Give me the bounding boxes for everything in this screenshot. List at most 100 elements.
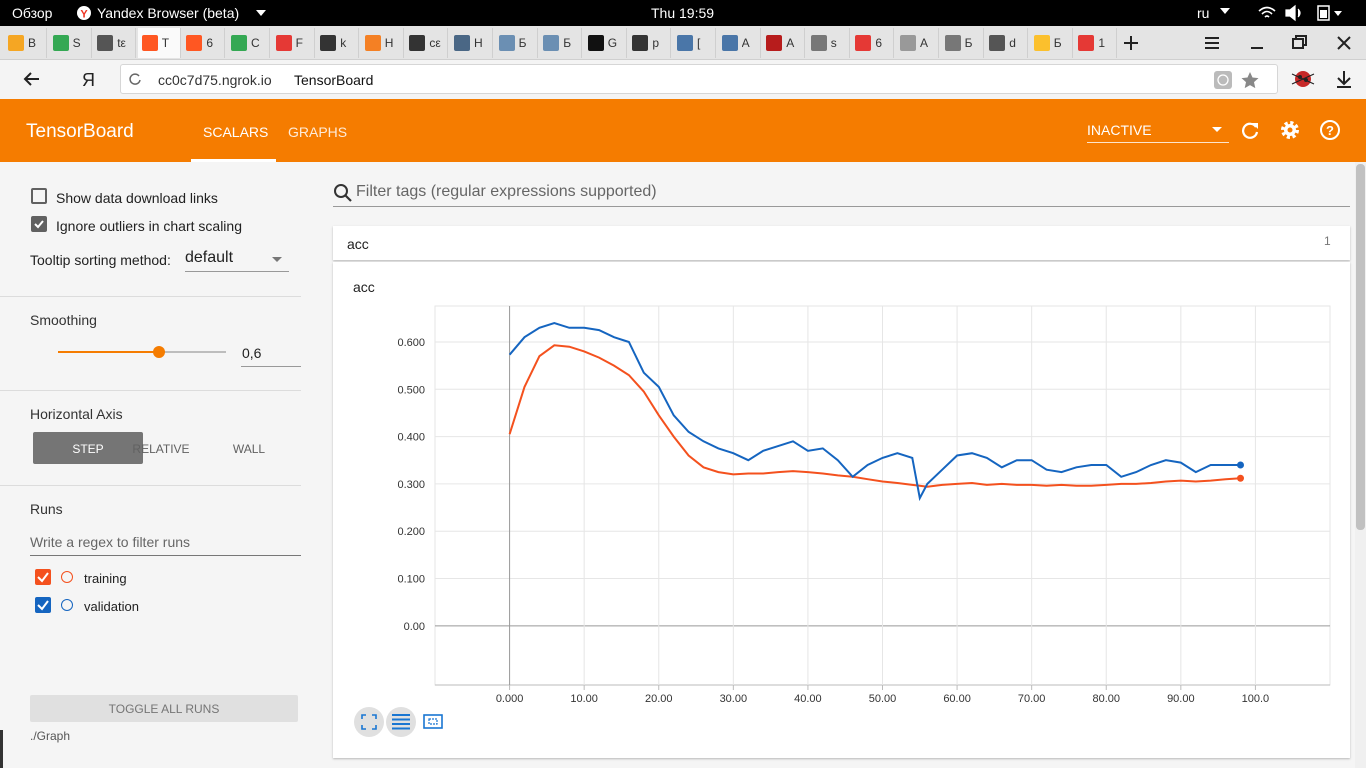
tab-label: T: [161, 36, 170, 50]
run-checkbox[interactable]: [35, 569, 51, 585]
tab[interactable]: 1: [1074, 28, 1118, 58]
app-icon: Y: [77, 6, 91, 21]
scrollbar[interactable]: [1355, 162, 1366, 768]
tab[interactable]: 6: [182, 28, 226, 58]
tab-icon: [766, 35, 783, 51]
tab[interactable]: A: [762, 28, 806, 58]
tab-icon: [454, 35, 470, 51]
app-name[interactable]: Yandex Browser (beta): [97, 5, 240, 21]
tab-icon: [543, 35, 560, 51]
tab-icon: [275, 35, 292, 51]
smoothing-slider[interactable]: [52, 344, 232, 360]
runs-underline: [30, 555, 301, 556]
tab[interactable]: A: [718, 28, 761, 58]
divider: [0, 485, 301, 486]
clock[interactable]: Thu 19:59: [651, 5, 715, 21]
nav-tab[interactable]: GRAPHS: [288, 124, 348, 140]
tab[interactable]: F: [272, 28, 315, 58]
tab-icon: [944, 35, 961, 51]
tag-filter-underline: [333, 206, 1350, 207]
tab[interactable]: d: [985, 28, 1029, 58]
tab[interactable]: Б: [495, 28, 538, 58]
tab[interactable]: Б: [1030, 28, 1073, 58]
series-line: [508, 321, 1241, 502]
checkbox-label: Ignore outliers in chart scaling: [56, 218, 242, 234]
run-label: validation: [84, 599, 139, 614]
url-field[interactable]: cc0c7d75.ngrok.io TensorBoard: [120, 64, 1278, 94]
x-tick-label: 70.00: [1018, 693, 1046, 705]
toggle-runs-button[interactable]: TOGGLE ALL RUNS: [30, 695, 298, 722]
checkbox[interactable]: [31, 188, 47, 204]
run-color: [61, 571, 73, 583]
checkmark: [34, 220, 44, 229]
tab[interactable]: s: [807, 28, 850, 58]
category-count: 1: [1324, 234, 1331, 248]
tab[interactable]: B: [4, 28, 47, 58]
sidebar: Tooltip sorting method: default Smoothin…: [0, 162, 316, 768]
tab-icon: [97, 35, 114, 51]
scrollbar-thumb[interactable]: [1356, 164, 1365, 530]
tab[interactable]: T: [137, 28, 181, 58]
tab[interactable]: cε: [405, 28, 449, 58]
tab[interactable]: H: [361, 28, 404, 58]
tab-label: A: [741, 36, 750, 50]
tab[interactable]: p: [628, 28, 672, 58]
field-icons: [1214, 71, 1259, 89]
divider: [0, 296, 301, 297]
axis-button[interactable]: WALL: [213, 432, 285, 464]
run-label: training: [84, 571, 127, 586]
y-tick-label: 0.200: [397, 526, 425, 538]
tab[interactable]: Б: [539, 28, 583, 58]
x-tick-label: 30.00: [720, 693, 748, 705]
tab-label: Б: [1053, 36, 1062, 50]
nav-tab[interactable]: SCALARS: [203, 124, 269, 140]
category-title: acc: [347, 236, 369, 252]
category-header[interactable]: acc 1: [333, 226, 1350, 260]
tab[interactable]: k: [316, 28, 360, 58]
tab[interactable]: S: [49, 28, 92, 58]
chart-title: acc: [353, 279, 375, 295]
language[interactable]: ru: [1197, 5, 1210, 21]
tab-label: H: [384, 36, 394, 50]
chart-tools: [354, 707, 443, 737]
tab[interactable]: [: [673, 28, 716, 58]
tab-label: H: [474, 36, 483, 50]
back-button[interactable]: [22, 71, 40, 87]
window-controls: [1124, 35, 1351, 50]
status-select[interactable]: INACTIVE: [1087, 122, 1152, 138]
tab-label: [: [697, 36, 701, 50]
tab[interactable]: A: [896, 28, 939, 58]
y-tick-label: 0.00: [404, 621, 425, 633]
tab-label: Б: [964, 36, 973, 50]
tab-label: A: [920, 36, 929, 50]
tab[interactable]: 6: [851, 28, 895, 58]
axis-button[interactable]: RELATIVE: [125, 432, 197, 464]
tab[interactable]: Б: [941, 28, 984, 58]
tab-icon: [989, 35, 1006, 51]
x-tick-label: 40.00: [794, 693, 822, 705]
run-checkbox[interactable]: [35, 597, 51, 613]
tooltip-select[interactable]: default: [185, 249, 234, 266]
tab[interactable]: tε: [93, 28, 137, 58]
smoothing-value[interactable]: 0,6: [242, 345, 262, 361]
tab-icon: [186, 35, 203, 51]
axis-button[interactable]: STEP: [33, 432, 143, 464]
overview[interactable]: Обзор: [12, 5, 53, 21]
tab[interactable]: G: [584, 28, 627, 58]
series-end-dot: [1237, 474, 1244, 482]
checkbox[interactable]: [31, 216, 47, 232]
tab[interactable]: C: [227, 28, 270, 58]
runs-filter[interactable]: Write a regex to filter runs: [30, 534, 191, 550]
series-line: [508, 344, 1241, 488]
smoothing-label: Smoothing: [30, 312, 97, 328]
tab-label: C: [251, 36, 260, 50]
tab-icon: [320, 35, 337, 51]
x-tick-label: 20.00: [645, 693, 673, 705]
tag-filter[interactable]: Filter tags (regular expressions support…: [356, 183, 657, 200]
tab[interactable]: H: [450, 28, 493, 58]
tab-icon: [855, 35, 872, 51]
browser-logo[interactable]: Я: [82, 70, 95, 90]
window-edge: [0, 730, 3, 768]
